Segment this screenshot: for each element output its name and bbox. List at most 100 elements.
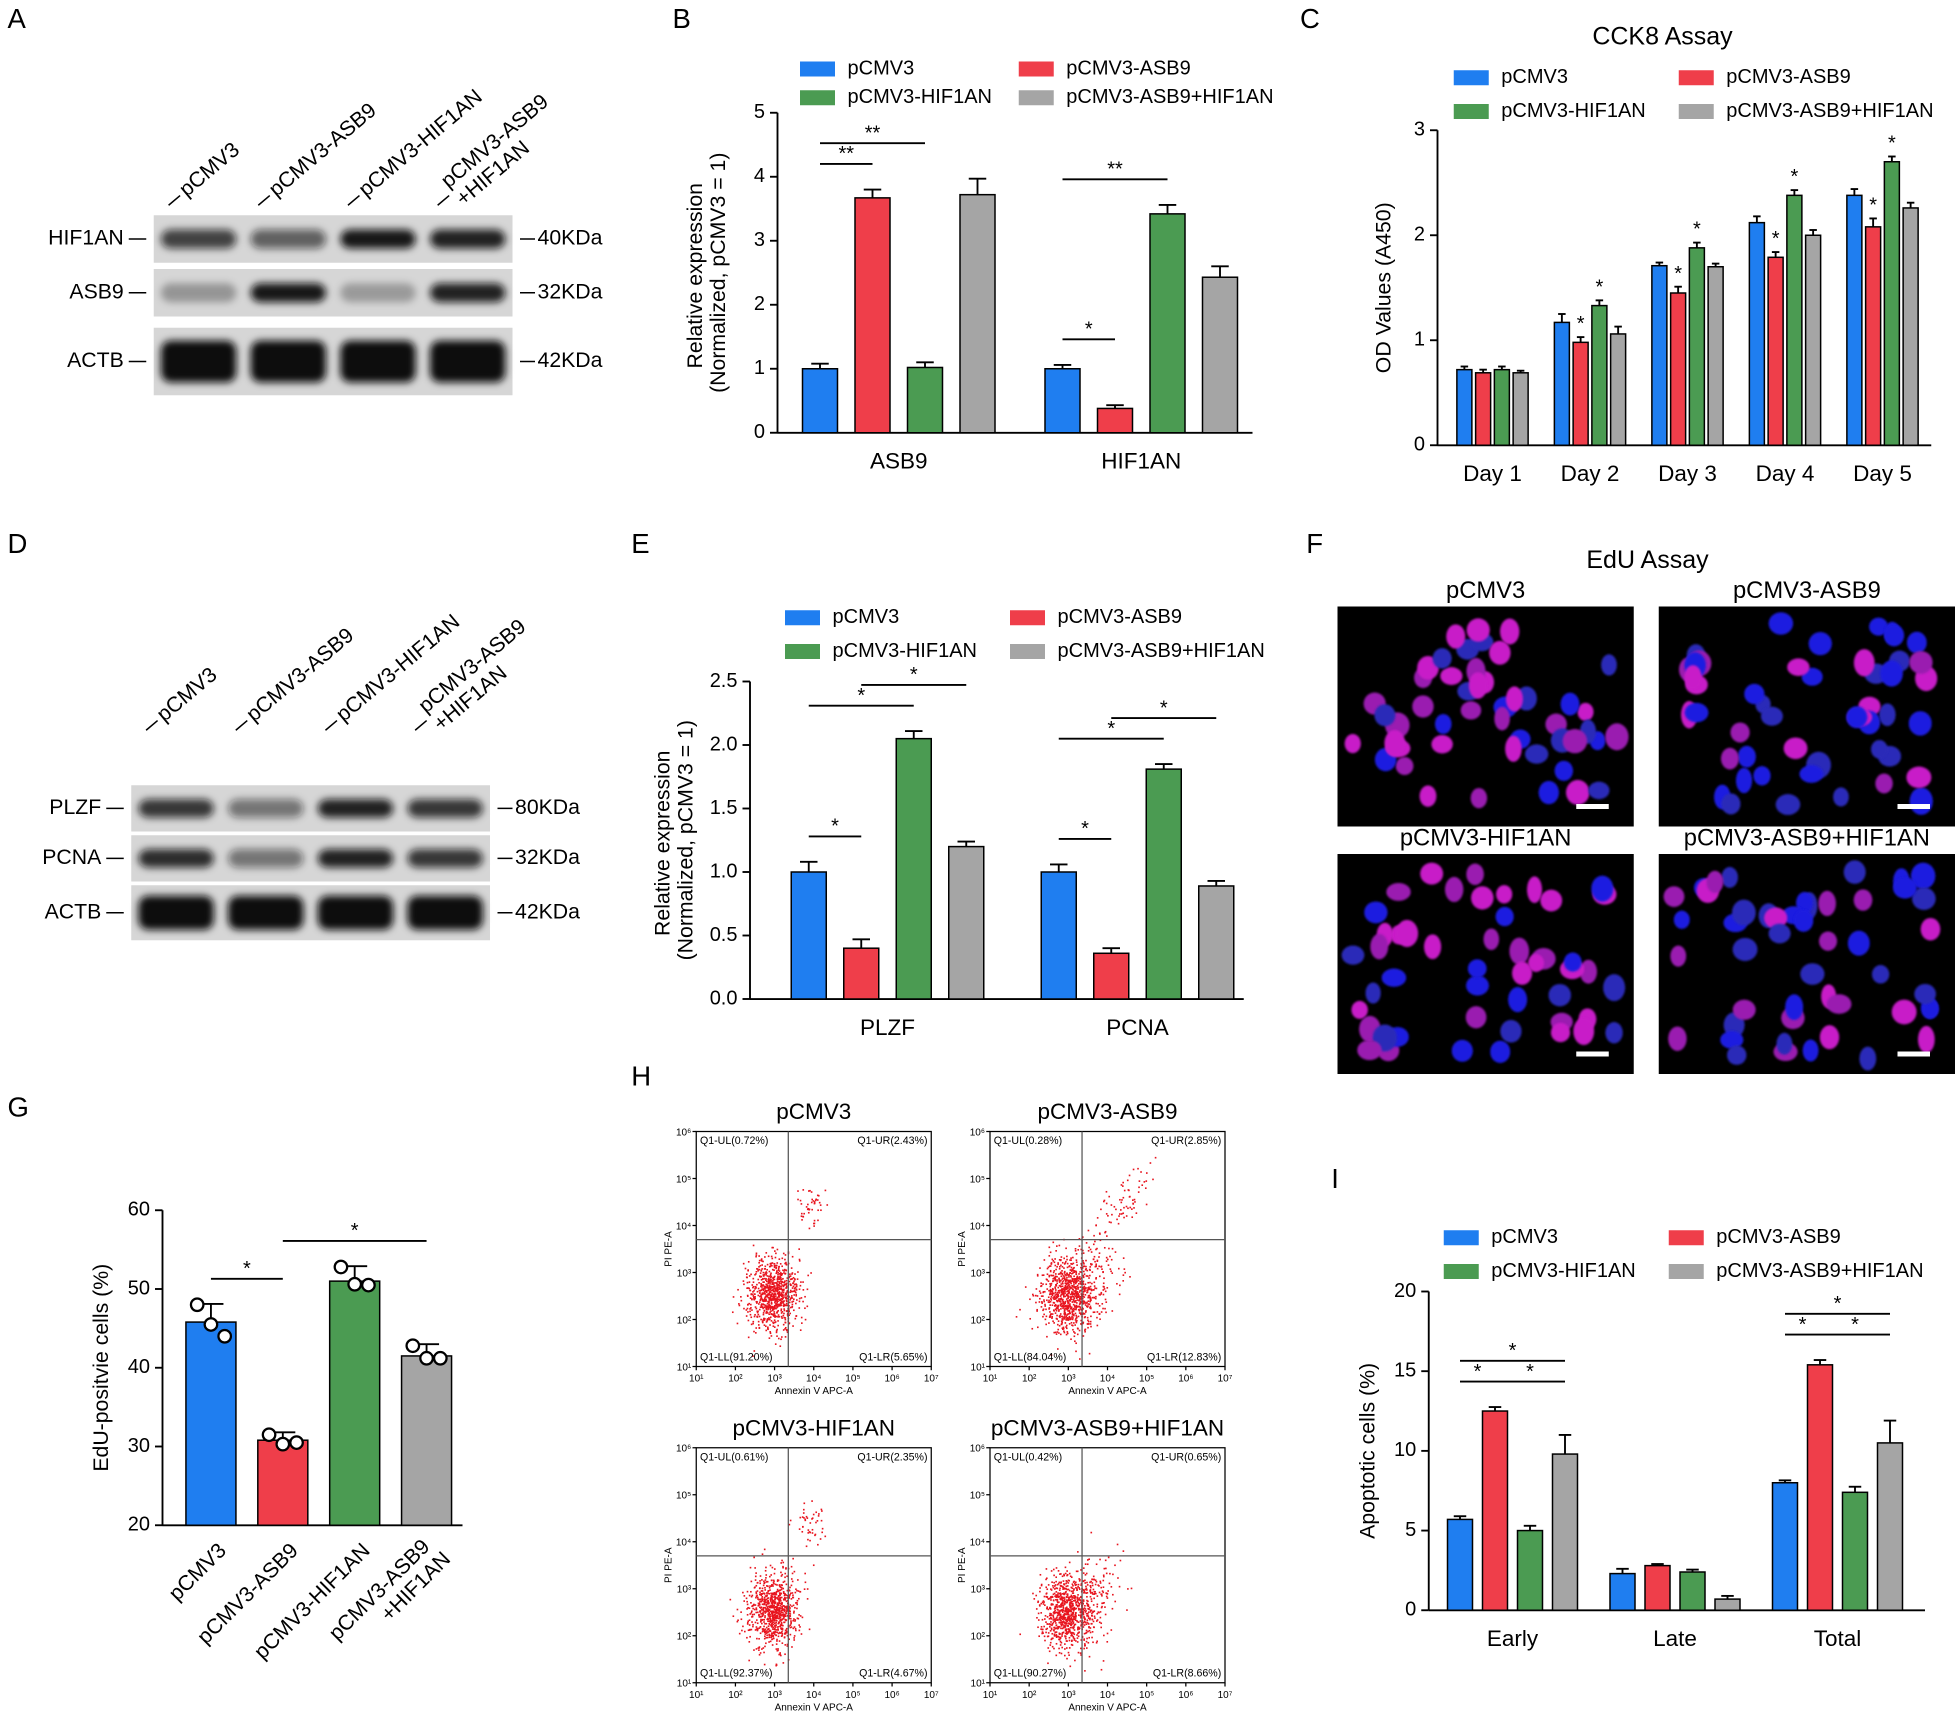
event-dot: [795, 1294, 797, 1296]
x-tick-label: PLZF: [860, 1015, 915, 1040]
significance-label: *: [351, 1220, 359, 1242]
event-dot: [1064, 1316, 1066, 1318]
bar: [1903, 208, 1918, 445]
event-dot: [776, 1609, 778, 1611]
event-dot: [753, 1614, 755, 1616]
event-dot: [775, 1612, 777, 1614]
event-dot: [1042, 1619, 1044, 1621]
event-dot: [1129, 1276, 1131, 1278]
event-dot: [1122, 1182, 1124, 1184]
event-dot: [770, 1307, 772, 1309]
event-dot: [1055, 1284, 1057, 1286]
event-dot: [1090, 1587, 1092, 1589]
event-dot: [1076, 1253, 1078, 1255]
event-dot: [755, 1332, 757, 1334]
event-dot: [750, 1602, 752, 1604]
event-dot: [1097, 1268, 1099, 1270]
event-dot: [1069, 1666, 1071, 1668]
event-dot: [810, 1272, 812, 1274]
event-dot: [1123, 1207, 1125, 1209]
event-dot: [1056, 1606, 1058, 1608]
legend-swatch: [1679, 104, 1714, 119]
event-dot: [762, 1647, 764, 1649]
nucleus: [1777, 1033, 1793, 1055]
event-dot: [751, 1309, 753, 1311]
x-tick-label: 10⁶: [884, 1690, 899, 1701]
event-dot: [755, 1256, 757, 1258]
event-dot: [766, 1292, 768, 1294]
event-dot: [1057, 1592, 1059, 1594]
event-dot: [764, 1646, 766, 1648]
event-dot: [1123, 1257, 1125, 1259]
event-dot: [793, 1612, 795, 1614]
event-dot: [1074, 1618, 1076, 1620]
panel-label: D: [8, 528, 28, 559]
event-dot: [761, 1623, 763, 1625]
event-dot: [1100, 1582, 1102, 1584]
nucleus: [1440, 667, 1462, 685]
nucleus: [1918, 1026, 1935, 1053]
event-dot: [785, 1319, 787, 1321]
event-dot: [1078, 1652, 1080, 1654]
event-dot: [1065, 1261, 1067, 1263]
event-dot: [784, 1328, 786, 1330]
event-dot: [797, 1600, 799, 1602]
event-dot: [1093, 1598, 1095, 1600]
event-dot: [1056, 1280, 1058, 1282]
event-dot: [760, 1619, 762, 1621]
x-tick-label: 10⁷: [1218, 1374, 1233, 1385]
event-dot: [804, 1307, 806, 1309]
nucleus: [1871, 740, 1888, 759]
event-dot: [781, 1589, 783, 1591]
data-point: [348, 1278, 361, 1291]
event-dot: [763, 1272, 765, 1274]
data-point: [191, 1299, 204, 1312]
nucleus: [1809, 632, 1832, 655]
event-dot: [777, 1320, 779, 1322]
event-dot: [1071, 1299, 1073, 1301]
event-dot: [794, 1284, 796, 1286]
event-dot: [1072, 1635, 1074, 1637]
event-dot: [1044, 1640, 1046, 1642]
event-dot: [1096, 1613, 1098, 1615]
event-dot: [1080, 1620, 1082, 1622]
nucleus: [1880, 660, 1903, 686]
event-dot: [793, 1309, 795, 1311]
x-tick-label: 10²: [1022, 1374, 1037, 1385]
event-dot: [762, 1610, 764, 1612]
event-dot: [1093, 1289, 1095, 1291]
event-dot: [804, 1296, 806, 1298]
event-dot: [1093, 1604, 1095, 1606]
x-tick-label: 10²: [728, 1374, 743, 1385]
event-dot: [1079, 1330, 1081, 1332]
event-dot: [772, 1306, 774, 1308]
event-dot: [1055, 1596, 1057, 1598]
nucleus: [1384, 730, 1405, 756]
event-dot: [1057, 1619, 1059, 1621]
event-dot: [1050, 1588, 1052, 1590]
event-dot: [777, 1316, 779, 1318]
event-dot: [1122, 1212, 1124, 1214]
event-dot: [786, 1295, 788, 1297]
event-dot: [1053, 1630, 1055, 1632]
nucleus: [1420, 863, 1443, 885]
event-dot: [1051, 1283, 1053, 1285]
event-dot: [1056, 1318, 1058, 1320]
event-dot: [1098, 1266, 1100, 1268]
blot-band: [251, 230, 326, 249]
event-dot: [770, 1291, 772, 1293]
event-dot: [1075, 1351, 1077, 1353]
event-dot: [760, 1283, 762, 1285]
event-dot: [1076, 1281, 1078, 1283]
event-dot: [780, 1562, 782, 1564]
event-dot: [1059, 1292, 1061, 1294]
event-dot: [1054, 1635, 1056, 1637]
event-dot: [756, 1271, 758, 1273]
event-dot: [750, 1290, 752, 1292]
event-dot: [1036, 1608, 1038, 1610]
event-dot: [756, 1609, 758, 1611]
event-dot: [784, 1282, 786, 1284]
data-point: [218, 1330, 231, 1343]
event-dot: [763, 1314, 765, 1316]
event-dot: [1061, 1318, 1063, 1320]
